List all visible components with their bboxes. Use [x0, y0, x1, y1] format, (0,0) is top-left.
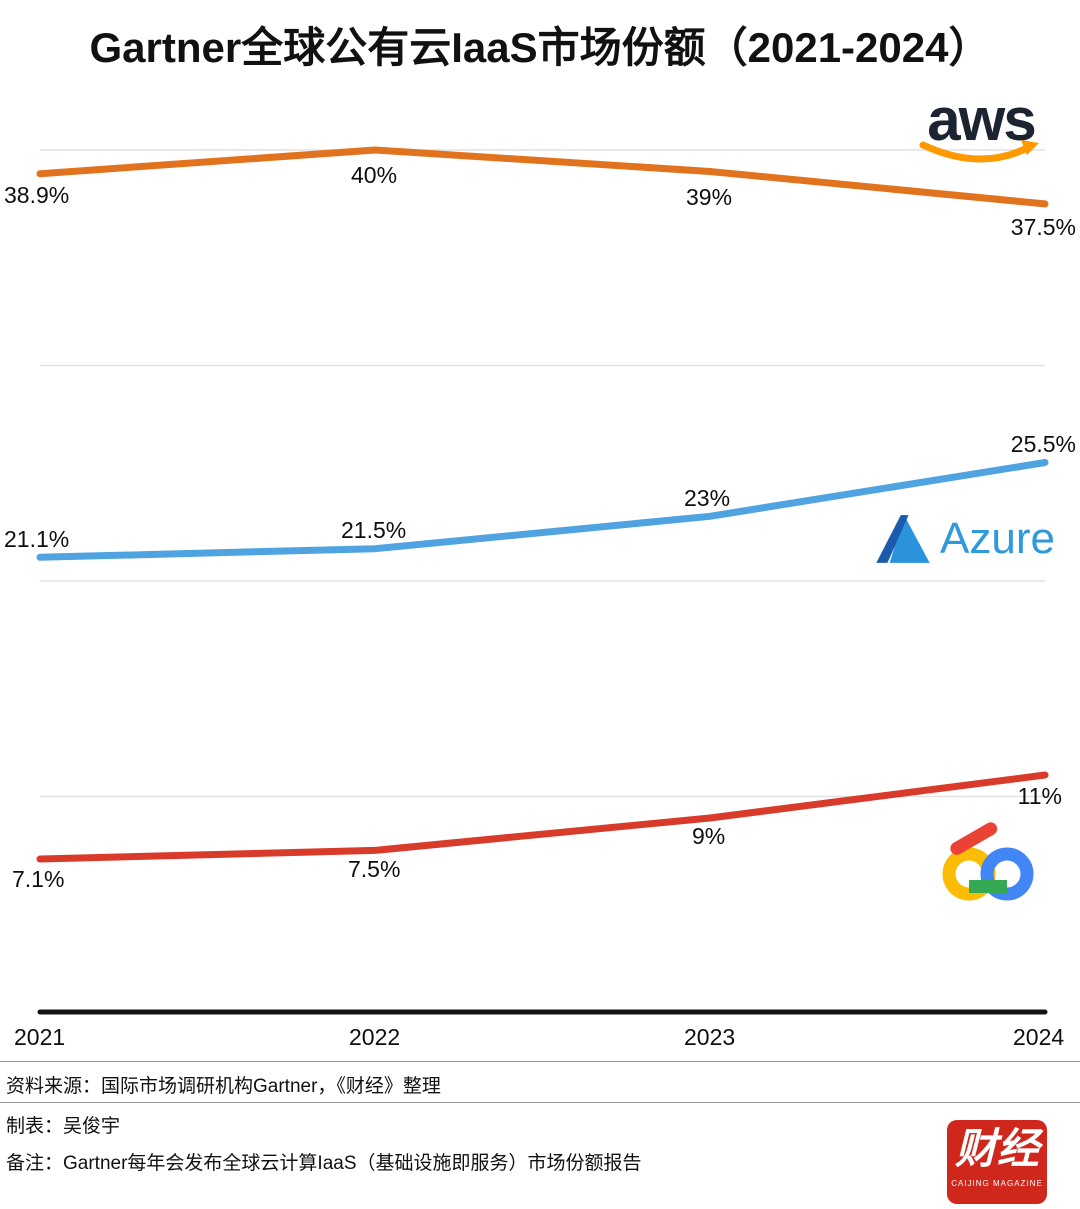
data-label-aws-2021: 38.9% [4, 182, 70, 208]
caijing-logo-subtext: CAIJING MAGAZINE [951, 1179, 1043, 1188]
google-cloud-icon [942, 822, 1034, 901]
data-label-azure-2021: 21.1% [4, 526, 70, 552]
data-label-aws-2023: 39% [686, 184, 733, 210]
x-tick-2022: 2022 [349, 1024, 401, 1050]
x-tick-2021: 2021 [14, 1024, 66, 1050]
data-label-azure-2024: 25.5% [1010, 431, 1076, 457]
chart-title: Gartner全球公有云IaaS市场份额（2021-2024） [89, 24, 991, 71]
google-cloud-logo [936, 816, 1040, 915]
data-label-aws-2022: 40% [351, 162, 398, 188]
azure-logo-text: Azure [940, 514, 1055, 563]
footer-divider-1 [0, 1061, 1080, 1062]
data-label-gcp-2023: 9% [692, 823, 726, 849]
footer-note: 备注：Gartner每年会发布全球云计算IaaS（基础设施即服务）市场份额报告 [6, 1153, 642, 1174]
footer-divider-2 [0, 1102, 1080, 1103]
data-label-gcp-2024: 11% [1017, 783, 1062, 809]
data-label-azure-2023: 23% [684, 485, 731, 511]
azure-logo: Azure [876, 514, 1055, 564]
series-line-google-cloud [36, 771, 1049, 863]
data-label-azure-2022: 21.5% [341, 517, 407, 543]
azure-icon [876, 515, 930, 563]
footer-author: 制表：吴俊宇 [6, 1116, 121, 1137]
caijing-logo: 财经 CAIJING MAGAZINE [947, 1120, 1047, 1204]
line-chart [36, 146, 1049, 1015]
caijing-logo-text: 财经 [954, 1125, 1039, 1172]
series-line-azure [36, 459, 1049, 561]
aws-logo: aws [914, 90, 1048, 168]
x-tick-2024: 2024 [1013, 1024, 1065, 1050]
footer-source: 资料来源：国际市场调研机构Gartner，《财经》整理 [6, 1076, 441, 1097]
x-tick-2023: 2023 [684, 1024, 736, 1050]
data-label-aws-2024: 37.5% [1010, 214, 1076, 240]
aws-logo-text: aws [927, 86, 1036, 153]
aws-smile-icon [919, 140, 1039, 163]
data-label-gcp-2021: 7.1% [12, 866, 65, 892]
series-line-aws [36, 146, 1049, 208]
data-label-gcp-2022: 7.5% [348, 856, 401, 882]
